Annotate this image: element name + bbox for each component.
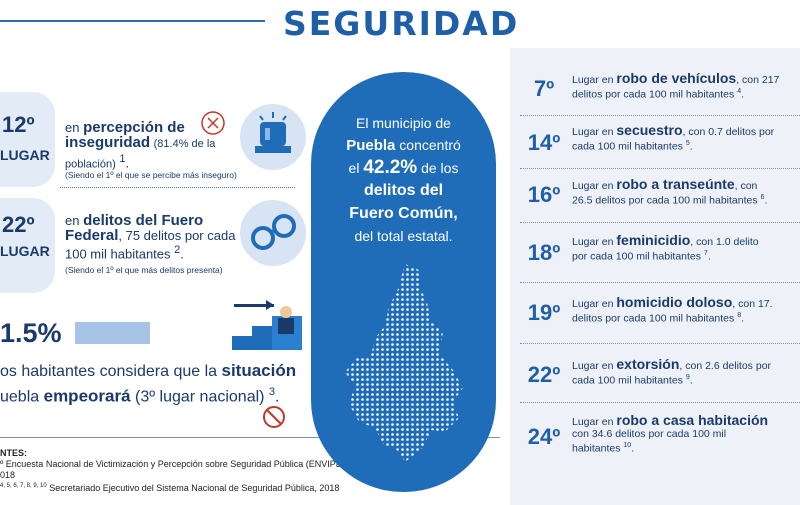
rank-description: Lugar en extorsión, con 2.6 delitos por …	[572, 356, 772, 387]
percent-bar	[75, 322, 150, 344]
divider	[60, 187, 295, 188]
rank-row-pedestrian-robbery: 16º Lugar en robo a transeúnte, con 26.5…	[520, 176, 800, 218]
rank-box-perception	[0, 92, 55, 187]
puebla-map-icon	[345, 264, 463, 462]
rank-number: 16º	[527, 182, 561, 207]
federal-text: en delitos del Fuero Federal, 75 delitos…	[65, 212, 236, 262]
rank-number: 7º	[533, 76, 555, 101]
divider	[520, 115, 800, 116]
rank-box-federal	[0, 198, 55, 293]
rank-row-vehicle-theft: 7º Lugar en robo de vehículos, con 217 d…	[520, 70, 800, 112]
x-circle-icon	[201, 111, 225, 135]
rank-description: Lugar en feminicidio, con 1.0 delito por…	[572, 232, 759, 263]
rank-row-femicide: 18º Lugar en feminicidio, con 1.0 delito…	[520, 232, 800, 274]
divider	[520, 222, 800, 223]
perception-note: (Siendo el 1º el que se percibe más inse…	[65, 170, 237, 180]
handcuffs-icon	[240, 200, 306, 266]
rank-row-home-robbery: 24º Lugar en robo a casa habitación con …	[520, 412, 800, 464]
pill-text: El municipio de Puebla concentró el 42.2…	[346, 115, 461, 244]
divider	[520, 402, 800, 403]
title-rule	[0, 20, 265, 22]
rank-number: 22º	[527, 362, 561, 387]
rank-number: 14º	[527, 130, 561, 155]
prohibited-icon	[263, 406, 285, 428]
sources: NTES: º Encuesta Nacional de Victimizaci…	[0, 448, 348, 493]
rank-number: 24º	[527, 424, 561, 449]
rank-row-extortion: 22º Lugar en extorsión, con 2.6 delitos …	[520, 356, 800, 398]
divider	[520, 282, 800, 283]
federal-note: (Siendo el 1º el que más delitos present…	[65, 265, 223, 275]
rank-description: Lugar en robo a casa habitación con 34.6…	[572, 412, 769, 455]
perception-text: en percepción de inseguridad (81.4% de l…	[65, 119, 216, 171]
rank-description: Lugar en secuestro, con 0.7 delitos por …	[572, 122, 775, 153]
rank-number: 18º	[527, 240, 561, 265]
rank-description: Lugar en robo a transeúnte, con 26.5 del…	[572, 176, 768, 207]
rank-description: Lugar en homicidio doloso, con 17. delit…	[572, 294, 773, 325]
rank-perception: 12º	[2, 112, 35, 137]
rank-label: LUGAR	[0, 243, 50, 259]
sources-divider	[0, 437, 500, 438]
situation-text: os habitantes considera que la situación…	[0, 361, 297, 406]
rank-federal: 22º	[2, 212, 35, 237]
rank-row-kidnapping: 14º Lugar en secuestro, con 0.7 delitos …	[520, 122, 800, 164]
perception-percent: 1.5%	[0, 318, 62, 348]
rank-description: Lugar en robo de vehículos, con 217 deli…	[572, 70, 780, 101]
rank-label: LUGAR	[0, 147, 50, 163]
page-title: SEGURIDAD	[283, 4, 520, 43]
divider	[520, 168, 800, 169]
alarm-siren-icon	[240, 104, 306, 170]
rank-row-homicide: 19º Lugar en homicidio doloso, con 17. d…	[520, 294, 800, 336]
divider	[520, 343, 800, 344]
person-stairs-icon	[232, 300, 302, 350]
right-panel-background	[510, 48, 800, 505]
rank-number: 19º	[527, 300, 561, 325]
